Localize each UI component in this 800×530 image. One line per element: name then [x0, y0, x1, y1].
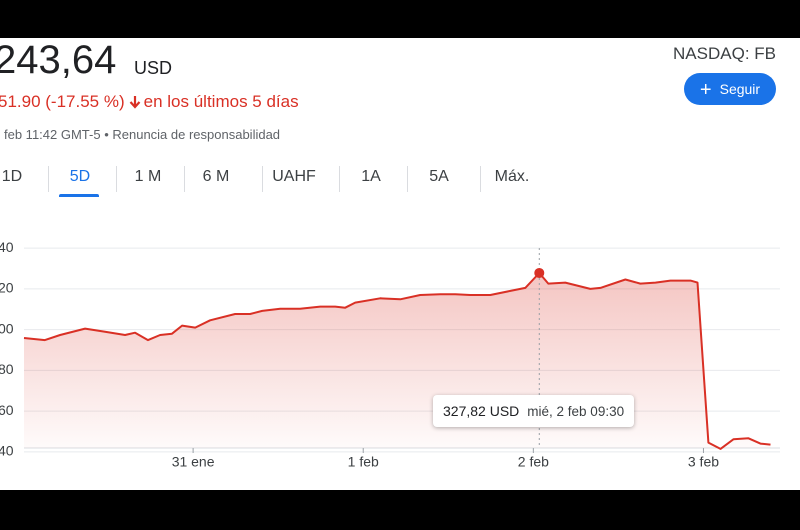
x-tick-label: 2 feb: [518, 454, 549, 470]
price: 243,64: [0, 38, 117, 82]
x-tick-label: 3 feb: [688, 454, 719, 470]
change-period: en los últimos 5 días: [143, 92, 299, 111]
change: 51.90 (-17.55 %) en los últimos 5 días: [0, 92, 299, 112]
range-tab[interactable]: 6 M: [202, 168, 230, 185]
follow-button[interactable]: + Seguir: [684, 73, 776, 105]
tooltip-time: mié, 2 feb 09:30: [527, 404, 625, 419]
y-tick-label: 40: [0, 443, 14, 459]
range-tab[interactable]: 1A: [361, 168, 381, 185]
y-tick-label: 60: [0, 402, 14, 418]
exchange: NASDAQ: FB: [673, 44, 776, 63]
y-tick-label: 40: [0, 239, 14, 255]
range-tab[interactable]: Máx.: [494, 168, 530, 185]
range-tab[interactable]: 1D: [1, 168, 23, 185]
timestamp: feb 11:42 GMT-5 • Renuncia de responsabi…: [4, 127, 281, 142]
tab-separator: [184, 166, 185, 192]
change-value: 51.90 (-17.55 %): [0, 92, 125, 111]
hover-dot: [534, 267, 545, 278]
tab-separator: [116, 166, 117, 192]
x-tick-label: 1 feb: [348, 454, 379, 470]
tab-underline: [59, 194, 99, 197]
range-tab[interactable]: UAHF: [272, 168, 316, 185]
range-tab[interactable]: 5A: [429, 168, 449, 185]
tab-separator: [339, 166, 340, 192]
range-tab[interactable]: 1 M: [134, 168, 162, 185]
range-tab[interactable]: 5D: [69, 168, 91, 185]
y-tick-label: 20: [0, 280, 14, 296]
tab-separator: [48, 166, 49, 192]
tooltip-price: 327,82 USD: [443, 403, 520, 419]
tooltip: 327,82 USD mié, 2 feb 09:30: [433, 395, 635, 427]
follow-label: Seguir: [719, 81, 761, 97]
y-tick-label: 80: [0, 361, 14, 377]
tab-separator: [262, 166, 263, 192]
plus-icon: +: [699, 79, 712, 101]
price-line: [23, 272, 771, 450]
down-arrow: [129, 96, 140, 109]
panel: 40 20 00 80 60 40 31 ene 1 feb 2 feb 3 feb 243,64…: [0, 38, 800, 490]
currency: USD: [134, 58, 173, 78]
tab-separator: [480, 166, 481, 192]
y-tick-label: 00: [0, 320, 14, 336]
x-tick-label: 31 ene: [172, 454, 215, 470]
tab-separator: [407, 166, 408, 192]
